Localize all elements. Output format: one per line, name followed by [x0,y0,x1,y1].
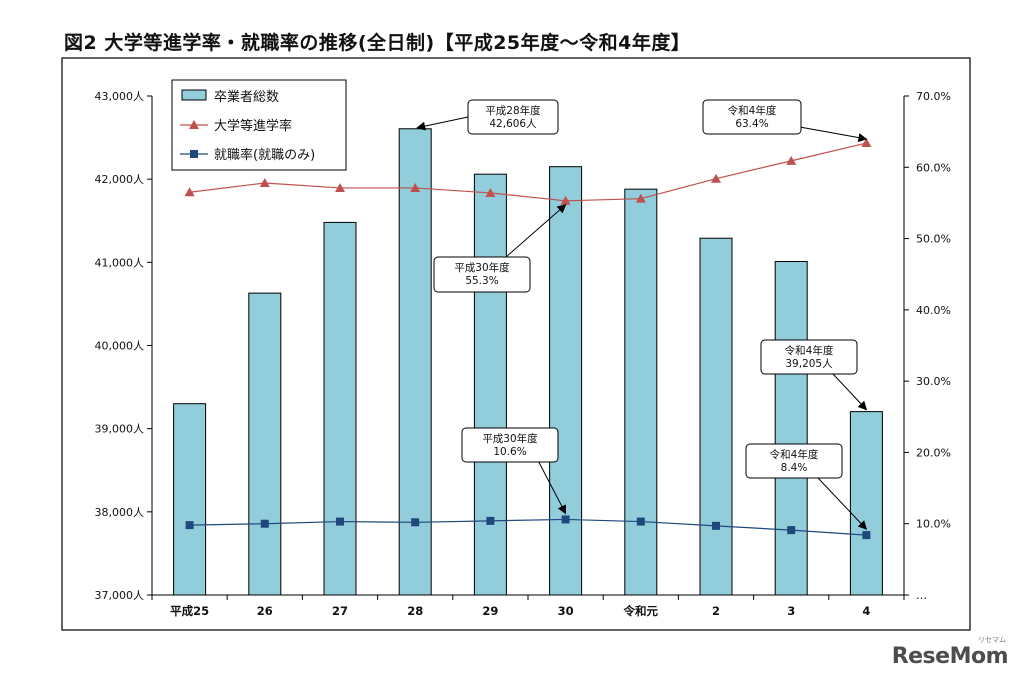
right-tick-label: 10.0% [916,518,951,531]
bar [248,292,282,596]
watermark-logo: ReseMom リセマム [891,636,1009,669]
annotation-arrow [817,477,868,530]
annotation-arrow [416,116,469,131]
annotation-label: 令和4年度 [785,344,834,357]
bar [173,403,207,596]
annotation-label: 10.6% [493,446,526,458]
series-point [184,187,195,197]
category-label: 令和元 [623,604,659,618]
series-line [189,142,867,202]
line-series [184,138,872,540]
series-point [485,187,496,197]
annotation-label: 55.3% [465,275,498,287]
bar [849,411,883,596]
series-point [711,173,721,183]
annotation-label: 令和4年度 [728,104,777,117]
series-point [561,515,570,524]
category-label: 3 [787,604,795,618]
left-tick-label: 37,000人 [95,589,145,602]
series-point [862,531,871,540]
series-point [635,193,646,203]
annotation-label: 42,606人 [489,118,537,130]
annotations: 平成28年度42,606人令和4年度63.4%平成30年度55.3%令和4年度3… [416,99,868,530]
annotation-arrow [832,373,868,411]
category-label: 27 [332,604,348,618]
category-label: 26 [257,604,273,618]
legend-label: 就職率(就職のみ) [214,147,315,163]
bar-series [173,128,883,596]
series-point [410,182,421,192]
right-tick-label: 20.0% [916,446,951,459]
annotation-label: 平成28年度 [485,104,541,117]
category-label: 30 [558,604,574,618]
bar [473,173,507,596]
annotation-label: 39,205人 [785,358,833,370]
left-tick-label: 43,000人 [95,90,145,103]
annotation-box [467,99,559,135]
series-point [712,521,720,530]
annotation-arrow [538,461,567,515]
right-tick-label: … [916,589,927,602]
right-tick-label: 40.0% [916,304,951,317]
series-point [411,518,420,527]
bar [398,128,432,596]
series-point [185,521,194,530]
bar [323,221,357,596]
legend-label: 大学等進学率 [214,118,292,134]
annotation-label: 8.4% [781,462,808,474]
series-point [861,138,872,148]
left-tick-label: 40,000人 [95,340,145,353]
right-tick-label: 60.0% [916,161,951,174]
annotation-box [433,256,531,293]
series-line [189,518,867,536]
annotation-label: 平成30年度 [454,261,510,274]
right-tick-label: 30.0% [916,375,951,388]
left-tick-label: 38,000人 [95,506,145,519]
annotation-label: 令和4年度 [770,448,819,461]
watermark-brand: ReseMom [891,644,1009,669]
bar [774,261,808,596]
bar [549,166,583,596]
annotation-box [745,443,843,479]
series-point [787,526,796,535]
legend-marker [189,120,199,129]
bar [699,237,733,596]
series-point [486,516,495,525]
annotation-arrow [505,204,567,258]
annotation-label: 平成30年度 [482,432,538,445]
right-tick-label: 50.0% [916,233,951,246]
series-point [786,155,797,165]
series-point [560,195,571,205]
annotation-box [461,427,559,463]
left-tick-label: 41,000人 [95,256,145,269]
left-tick-label: 39,000人 [95,423,145,436]
chart-title: 図2 大学等進学率・就職率の推移(全日制)【平成25年度～令和4年度】 [64,32,691,54]
annotation-arrow [800,126,868,143]
axes: 37,000人 38,000人 39,000人 40,000人 41,000人 42,00… [95,90,951,618]
legend-swatch [181,89,207,101]
annotation-label: 63.4% [735,118,768,130]
category-label: 平成25 [170,604,209,618]
legend-label: 卒業者総数 [214,89,279,105]
watermark-reading: リセマム [978,636,1006,644]
annotation-box [702,99,802,135]
category-label: 29 [482,604,498,618]
category-label: 28 [407,604,423,618]
left-tick-label: 42,000人 [95,173,145,186]
series-point [259,177,270,187]
category-label: 2 [712,604,720,618]
series-point [335,182,345,192]
annotation-box [760,339,858,375]
category-label: 4 [862,604,870,618]
right-tick-label: 70.0% [916,90,951,103]
series-point [260,519,269,528]
bar [624,188,658,596]
series-point [636,517,645,526]
series-point [336,517,344,526]
legend-marker [190,150,198,158]
